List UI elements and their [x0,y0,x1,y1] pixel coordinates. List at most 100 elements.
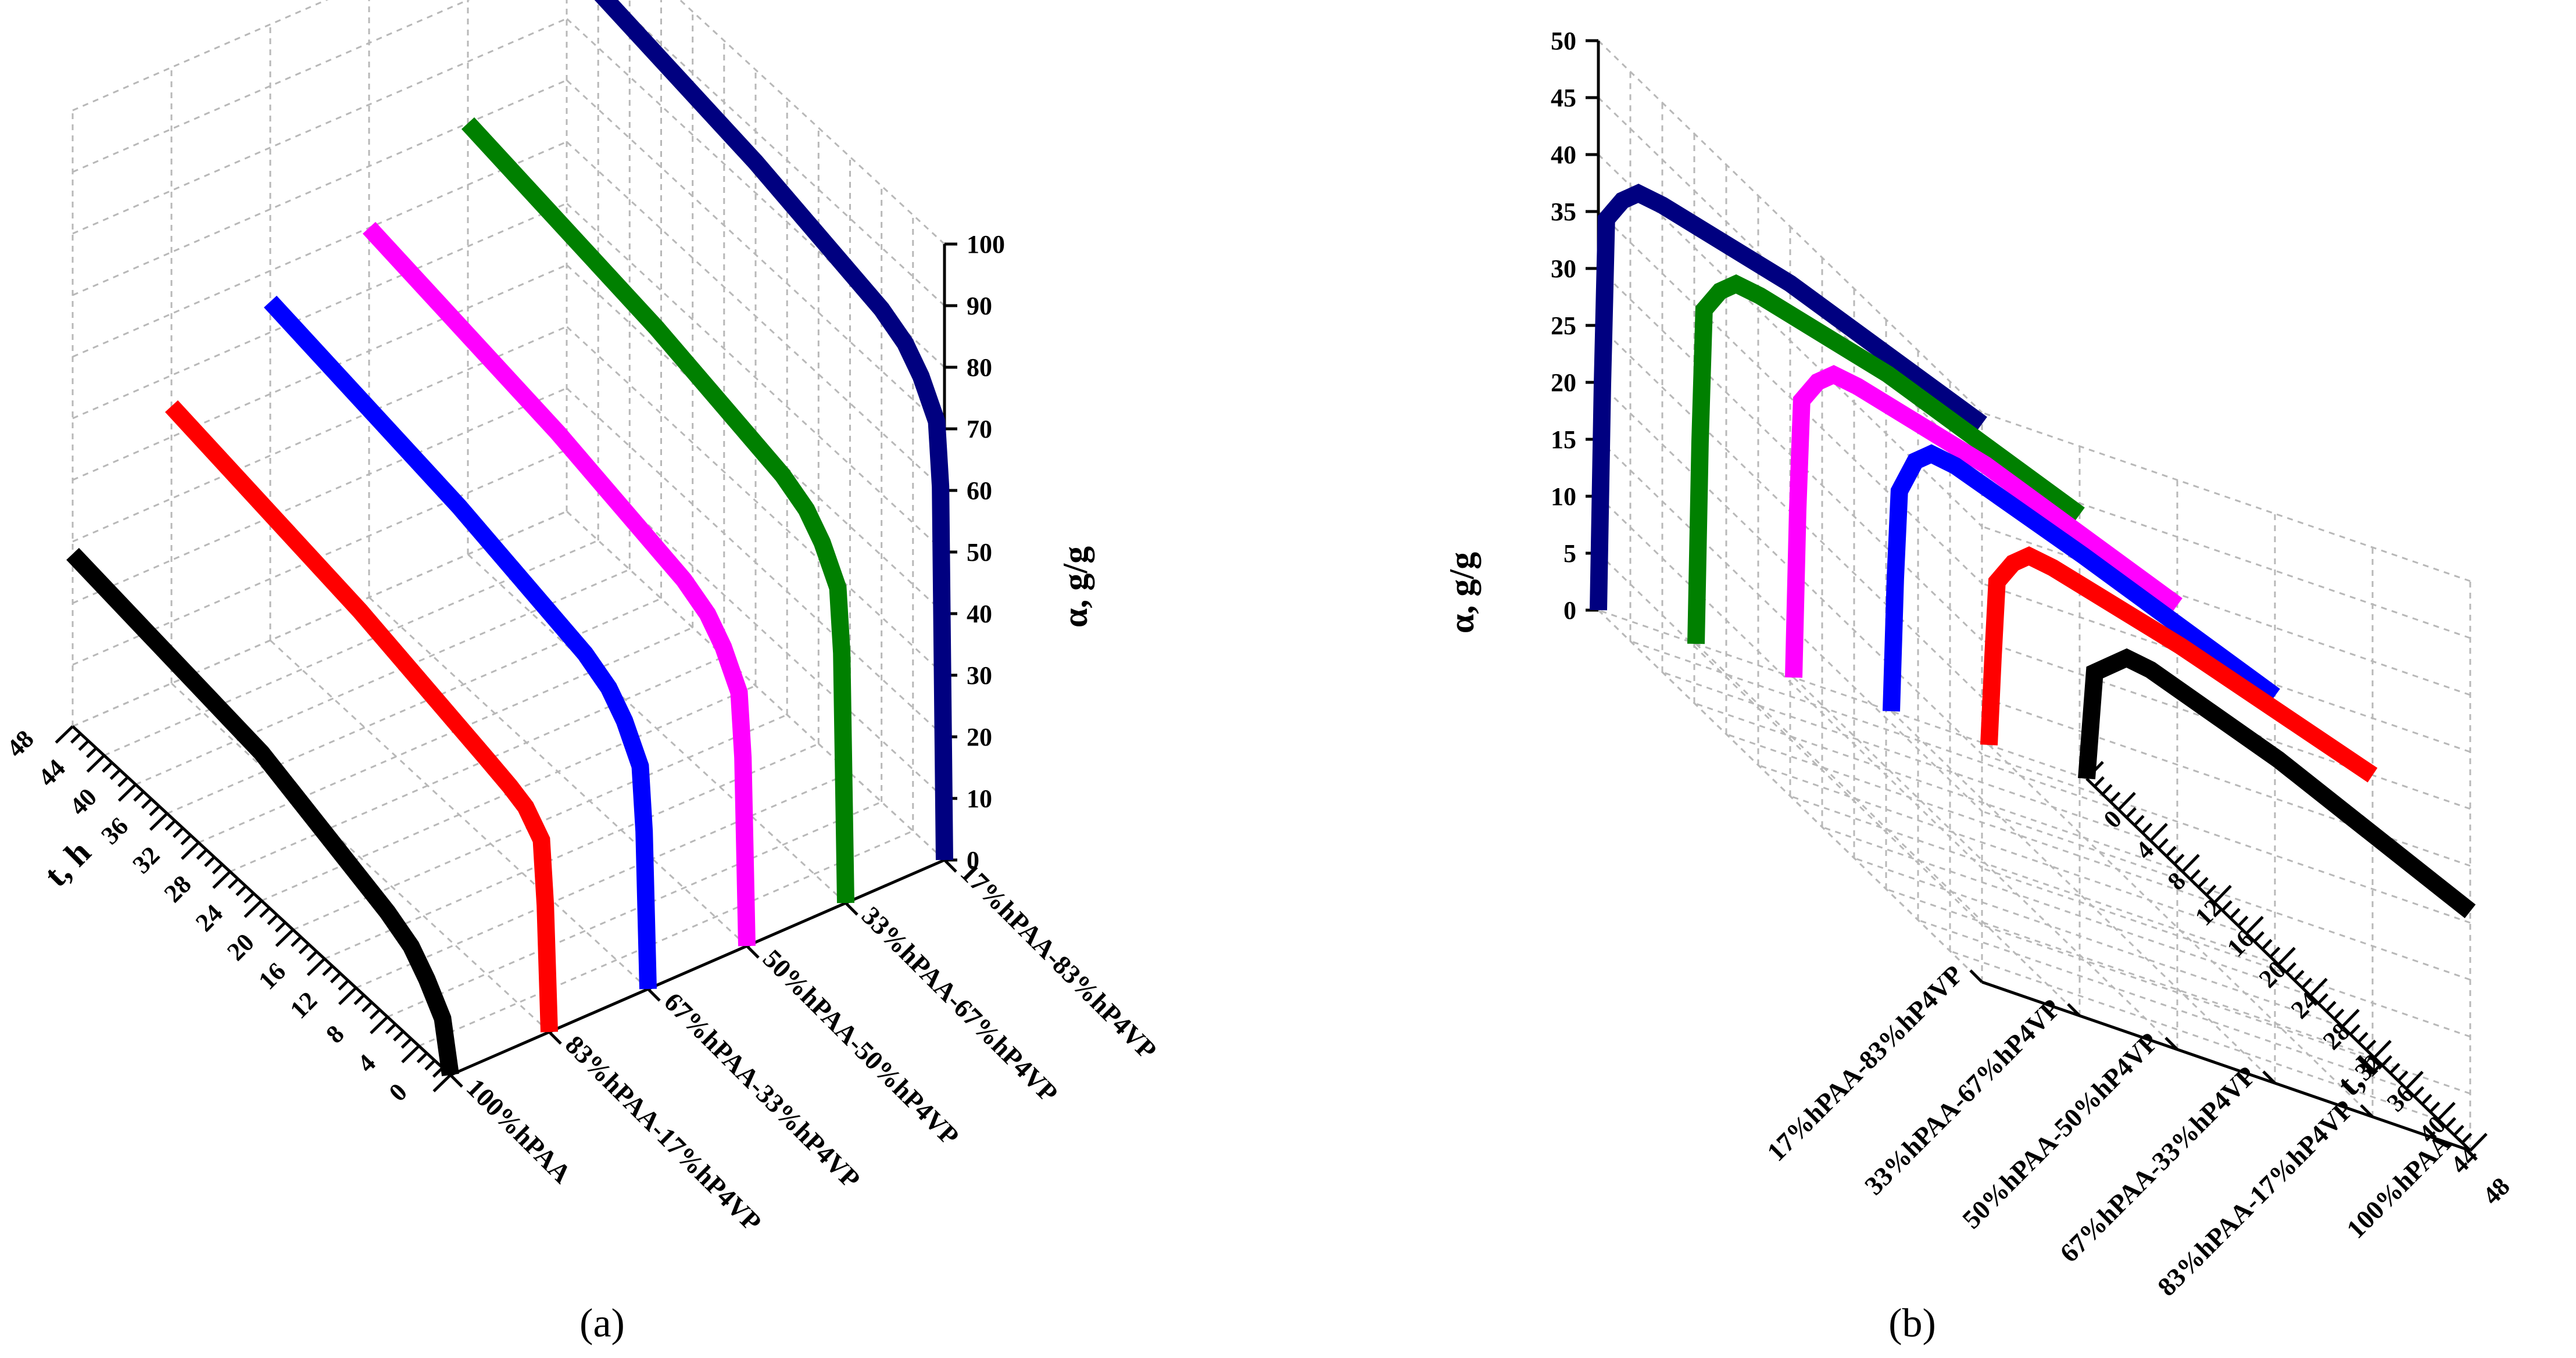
time-tick-minor [353,994,365,1005]
category-tick [746,945,760,959]
grid-line [1981,867,2471,1038]
value-tick-label: 70 [967,415,992,443]
grid-line [368,596,748,947]
grid-line [1694,702,2183,873]
grid-line [166,597,662,815]
grid-line [1726,733,2215,904]
time-tick-major [338,987,357,1005]
category-tick [2360,1104,2374,1118]
value-tick-label: 50 [967,538,992,567]
grid-line [1597,609,1983,983]
time-tick-minor [2421,1094,2432,1105]
grid-line [72,264,567,481]
time-tick-major [306,958,326,976]
grid-line [1981,468,2471,639]
grid-line [72,325,567,543]
time-tick-major [370,1016,389,1034]
grid-line [170,682,550,1033]
time-tick-major [2277,947,2296,966]
grid-line [324,743,819,960]
category-axis [1981,980,2471,1152]
grid-line [1886,888,2375,1059]
time-tick-minor [400,1037,413,1049]
chart-panel-a: 0102030405060708090100048121620242832364… [1,0,1162,1237]
time-tick-minor [2325,1001,2337,1012]
time-tick-minor [173,827,184,839]
time-tick-minor [362,1001,373,1013]
value-tick-label: 20 [1551,368,1576,397]
grid-line [678,0,946,245]
value-tick-label: 60 [967,476,992,505]
grid-line [198,626,693,844]
value-tick-label: 0 [1564,596,1576,625]
category-tick [2067,1003,2081,1017]
series-line-3 [1883,444,2280,712]
grid-line [1630,640,2119,811]
time-tick-minor [291,936,302,947]
time-tick-label: 4 [2130,836,2159,865]
time-tick-major [2373,1040,2392,1059]
grid-line [1695,643,2081,1017]
time-tick-minor [227,877,239,889]
category-tick [449,1074,463,1088]
time-tick-major [2117,791,2136,811]
time-tick-major [117,783,137,802]
time-tick-minor [2301,977,2313,989]
time-tick-label: 28 [159,870,197,908]
time-tick-major [181,841,200,860]
grid-line [135,568,630,786]
grid-line [1598,609,2087,780]
value-tick-label: 20 [967,723,992,751]
time-tick-minor [2101,784,2113,796]
series-line-6 [594,0,953,861]
time-tick-major [432,1074,452,1092]
time-tick-minor [259,906,271,918]
time-tick-minor [322,965,334,976]
time-tick-minor [180,834,192,845]
grid-line [72,202,567,420]
grid-line [72,17,567,235]
value-tick-label: 0 [967,846,979,875]
series-line-1 [2078,648,2476,919]
time-tick-minor [141,798,153,809]
time-tick-minor [149,805,160,816]
grid-line [72,0,470,173]
value-tick-label: 45 [1551,84,1576,112]
time-tick-major [2245,916,2264,935]
series-line-2 [1980,546,2378,783]
time-tick-minor [298,943,310,955]
grid-line [1793,676,2178,1051]
grid-line [72,0,329,112]
time-tick-minor [2453,1124,2464,1137]
value-tick-label: 100 [967,230,1005,259]
time-tick-minor [275,921,287,933]
time-tick-major [2149,823,2168,842]
category-tick [943,859,957,873]
grid-line [72,141,567,358]
time-tick-minor [196,848,207,860]
time-tick-major [2341,1009,2360,1028]
time-tick-minor [2125,807,2137,819]
time-tick-minor [2141,822,2153,834]
time-tick-minor [2253,931,2264,943]
time-tick-minor [330,972,342,984]
time-tick-label: 4 [352,1049,381,1078]
category-tick [2457,1138,2471,1152]
value-tick-label: 10 [967,784,992,813]
value-tick-label: 40 [1551,141,1576,169]
time-tick-minor [2365,1040,2377,1051]
grid-line [103,539,599,757]
time-tick-minor [2157,838,2169,850]
time-tick-minor [70,732,82,744]
time-tick-minor [2205,884,2217,896]
grid-line [387,801,882,1018]
value-tick-label: 90 [967,292,992,320]
grid-line [1822,826,2311,997]
time-tick-minor [212,863,224,875]
value-tick-label: 40 [967,600,992,628]
time-tick-label: 8 [320,1020,349,1049]
time-tick-major [2405,1070,2424,1090]
grid-line [1981,924,2471,1095]
value-axis-title: α, g/g [1443,552,1481,633]
